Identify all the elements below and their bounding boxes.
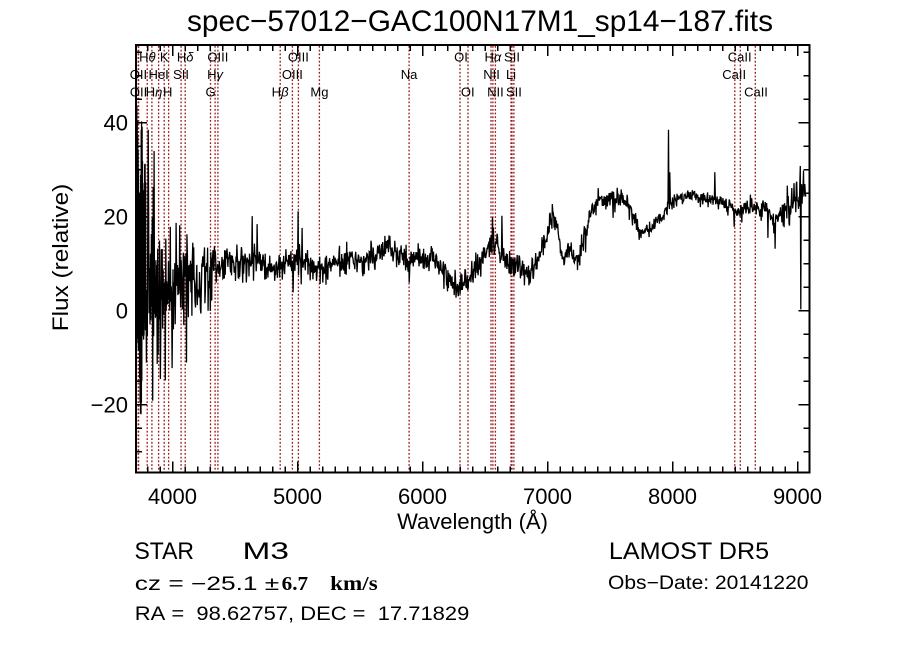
svg-text:9000: 9000 — [773, 484, 822, 509]
svg-text:OII: OII — [130, 85, 147, 100]
svg-text:Hθ: Hθ — [139, 50, 155, 65]
svg-text:Na: Na — [401, 67, 418, 82]
svg-text:CaII: CaII — [744, 85, 768, 100]
svg-text:40: 40 — [104, 111, 128, 136]
svg-text:0: 0 — [116, 299, 128, 324]
svg-text:6.7: 6.7 — [282, 573, 309, 595]
svg-text:G: G — [206, 85, 216, 100]
svg-text:7000: 7000 — [523, 484, 572, 509]
svg-text:4000: 4000 — [148, 484, 197, 509]
svg-text:OI: OI — [454, 50, 468, 65]
svg-text:OII: OII — [130, 67, 147, 82]
svg-text:NII: NII — [487, 85, 504, 100]
svg-text:Hη: Hη — [146, 85, 163, 100]
svg-text:Obs−Date: 20141220: Obs−Date: 20141220 — [608, 573, 809, 594]
svg-text:SII: SII — [506, 85, 522, 100]
svg-text:OI: OI — [461, 85, 475, 100]
svg-text:cz = −25.1 ±: cz = −25.1 ± — [135, 574, 279, 595]
svg-text:5000: 5000 — [273, 484, 322, 509]
svg-text:spec−57012−GAC100N17M1_sp14−18: spec−57012−GAC100N17M1_sp14−187.fits — [187, 5, 773, 38]
svg-text:HeI: HeI — [148, 67, 168, 82]
svg-text:NII: NII — [483, 67, 500, 82]
svg-text:Wavelength (Å): Wavelength (Å) — [397, 509, 548, 534]
svg-text:M3: M3 — [243, 538, 289, 565]
svg-text:Flux (relative): Flux (relative) — [48, 184, 73, 332]
svg-text:−20: −20 — [91, 393, 128, 418]
svg-text:LAMOST DR5: LAMOST DR5 — [609, 538, 769, 565]
svg-text:OIII: OIII — [282, 67, 303, 82]
svg-text:H: H — [163, 85, 172, 100]
svg-text:km/s: km/s — [330, 573, 378, 595]
svg-text:SII: SII — [173, 67, 189, 82]
svg-text:OIII: OIII — [207, 50, 228, 65]
svg-text:K: K — [160, 50, 169, 65]
svg-text:OIII: OIII — [288, 50, 309, 65]
svg-text:CaII: CaII — [728, 50, 752, 65]
svg-text:RA = 98.62757, DEC = 17.7182: RA = 98.62757, DEC = 17.71829 — [135, 603, 470, 625]
svg-text:Hα: Hα — [484, 50, 501, 65]
svg-text:SII: SII — [504, 50, 520, 65]
svg-text:8000: 8000 — [648, 484, 697, 509]
svg-text:Hγ: Hγ — [207, 67, 224, 82]
svg-text:Li: Li — [506, 67, 516, 82]
svg-text:6000: 6000 — [398, 484, 447, 509]
svg-text:Hδ: Hδ — [177, 50, 194, 65]
svg-text:20: 20 — [104, 205, 128, 230]
svg-text:Mg: Mg — [310, 85, 328, 100]
svg-text:CaII: CaII — [722, 67, 746, 82]
svg-text:Hβ: Hβ — [272, 85, 289, 100]
svg-text:STAR: STAR — [135, 538, 195, 565]
